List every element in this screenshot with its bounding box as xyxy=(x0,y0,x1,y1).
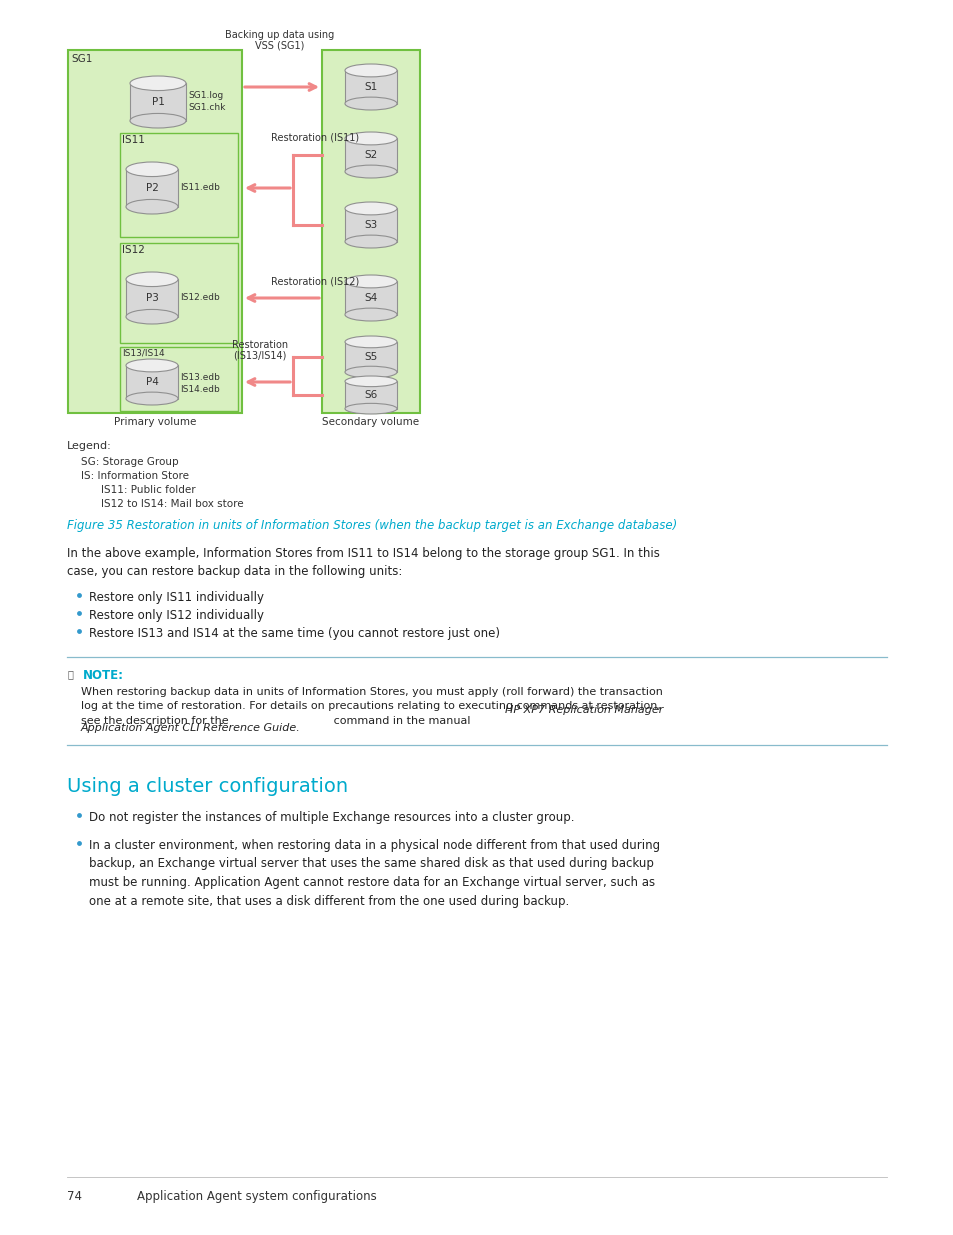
Ellipse shape xyxy=(130,77,186,90)
Text: Primary volume: Primary volume xyxy=(113,417,196,427)
Text: P2: P2 xyxy=(146,183,158,193)
Text: Restore only IS11 individually: Restore only IS11 individually xyxy=(89,592,264,604)
Text: Backing up data using: Backing up data using xyxy=(225,30,335,40)
Text: HP XP7 Replication Manager: HP XP7 Replication Manager xyxy=(504,705,662,715)
Ellipse shape xyxy=(130,114,186,128)
Text: Legend:: Legend: xyxy=(67,441,112,451)
Text: Using a cluster configuration: Using a cluster configuration xyxy=(67,777,348,797)
Text: SG1.chk: SG1.chk xyxy=(188,104,225,112)
FancyBboxPatch shape xyxy=(120,347,237,411)
Polygon shape xyxy=(345,382,396,409)
Ellipse shape xyxy=(345,64,396,77)
Text: SG1: SG1 xyxy=(71,54,92,64)
Text: SG1.log: SG1.log xyxy=(188,91,223,100)
Ellipse shape xyxy=(345,404,396,414)
Polygon shape xyxy=(130,83,186,121)
Text: NOTE:: NOTE: xyxy=(83,669,124,682)
Text: When restoring backup data in units of Information Stores, you must apply (roll : When restoring backup data in units of I… xyxy=(81,687,662,726)
Text: IS13.edb: IS13.edb xyxy=(180,373,219,382)
Ellipse shape xyxy=(345,235,396,248)
Ellipse shape xyxy=(126,272,178,287)
Text: P1: P1 xyxy=(152,98,164,107)
Ellipse shape xyxy=(345,203,396,215)
Text: S2: S2 xyxy=(364,149,377,161)
Text: IS11.edb: IS11.edb xyxy=(180,184,219,193)
Polygon shape xyxy=(345,138,396,172)
Text: S1: S1 xyxy=(364,82,377,91)
Ellipse shape xyxy=(126,162,178,177)
Polygon shape xyxy=(126,169,178,206)
Text: SG: Storage Group: SG: Storage Group xyxy=(81,457,178,467)
Text: Figure 35 Restoration in units of Information Stores (when the backup target is : Figure 35 Restoration in units of Inform… xyxy=(67,519,677,532)
Text: IS12: IS12 xyxy=(122,245,145,254)
Text: VSS (SG1): VSS (SG1) xyxy=(255,41,304,51)
Ellipse shape xyxy=(345,98,396,110)
Text: 74: 74 xyxy=(67,1191,82,1203)
Ellipse shape xyxy=(345,336,396,348)
Ellipse shape xyxy=(126,199,178,214)
Text: 📋: 📋 xyxy=(68,669,73,679)
Polygon shape xyxy=(126,366,178,399)
Text: IS: Information Store: IS: Information Store xyxy=(81,471,189,480)
Text: S4: S4 xyxy=(364,293,377,303)
Ellipse shape xyxy=(126,359,178,372)
Ellipse shape xyxy=(345,165,396,178)
Text: S6: S6 xyxy=(364,390,377,400)
Ellipse shape xyxy=(345,308,396,321)
Text: P3: P3 xyxy=(146,293,158,303)
Ellipse shape xyxy=(345,275,396,288)
Text: Secondary volume: Secondary volume xyxy=(322,417,419,427)
Ellipse shape xyxy=(126,310,178,324)
Ellipse shape xyxy=(126,393,178,405)
Text: IS11: Public folder: IS11: Public folder xyxy=(101,485,195,495)
Text: IS14.edb: IS14.edb xyxy=(180,384,219,394)
FancyBboxPatch shape xyxy=(68,49,242,412)
Text: S5: S5 xyxy=(364,352,377,362)
Text: Restore only IS12 individually: Restore only IS12 individually xyxy=(89,609,264,622)
Ellipse shape xyxy=(345,132,396,144)
Text: In the above example, Information Stores from IS11 to IS14 belong to the storage: In the above example, Information Stores… xyxy=(67,547,659,578)
Text: Restoration (IS12): Restoration (IS12) xyxy=(271,277,359,287)
Text: Do not register the instances of multiple Exchange resources into a cluster grou: Do not register the instances of multipl… xyxy=(89,811,574,824)
Text: IS12.edb: IS12.edb xyxy=(180,294,219,303)
Text: (IS13/IS14): (IS13/IS14) xyxy=(233,350,287,359)
FancyBboxPatch shape xyxy=(120,243,237,343)
Text: P4: P4 xyxy=(146,377,158,387)
Polygon shape xyxy=(345,70,396,104)
Text: Restoration (IS11): Restoration (IS11) xyxy=(271,132,358,142)
Text: Restoration: Restoration xyxy=(232,340,288,350)
Text: S3: S3 xyxy=(364,220,377,230)
Text: IS11: IS11 xyxy=(122,135,145,144)
Text: Application Agent CLI Reference Guide.: Application Agent CLI Reference Guide. xyxy=(81,722,300,734)
Polygon shape xyxy=(345,209,396,242)
Polygon shape xyxy=(345,342,396,372)
Ellipse shape xyxy=(345,367,396,378)
FancyBboxPatch shape xyxy=(322,49,419,412)
Text: Application Agent system configurations: Application Agent system configurations xyxy=(137,1191,376,1203)
FancyBboxPatch shape xyxy=(120,133,237,237)
Polygon shape xyxy=(126,279,178,316)
Ellipse shape xyxy=(345,375,396,387)
Text: IS13/IS14: IS13/IS14 xyxy=(122,350,165,358)
Text: IS12 to IS14: Mail box store: IS12 to IS14: Mail box store xyxy=(101,499,243,509)
Polygon shape xyxy=(345,282,396,315)
Text: In a cluster environment, when restoring data in a physical node different from : In a cluster environment, when restoring… xyxy=(89,839,659,908)
Text: Restore IS13 and IS14 at the same time (you cannot restore just one): Restore IS13 and IS14 at the same time (… xyxy=(89,627,499,640)
